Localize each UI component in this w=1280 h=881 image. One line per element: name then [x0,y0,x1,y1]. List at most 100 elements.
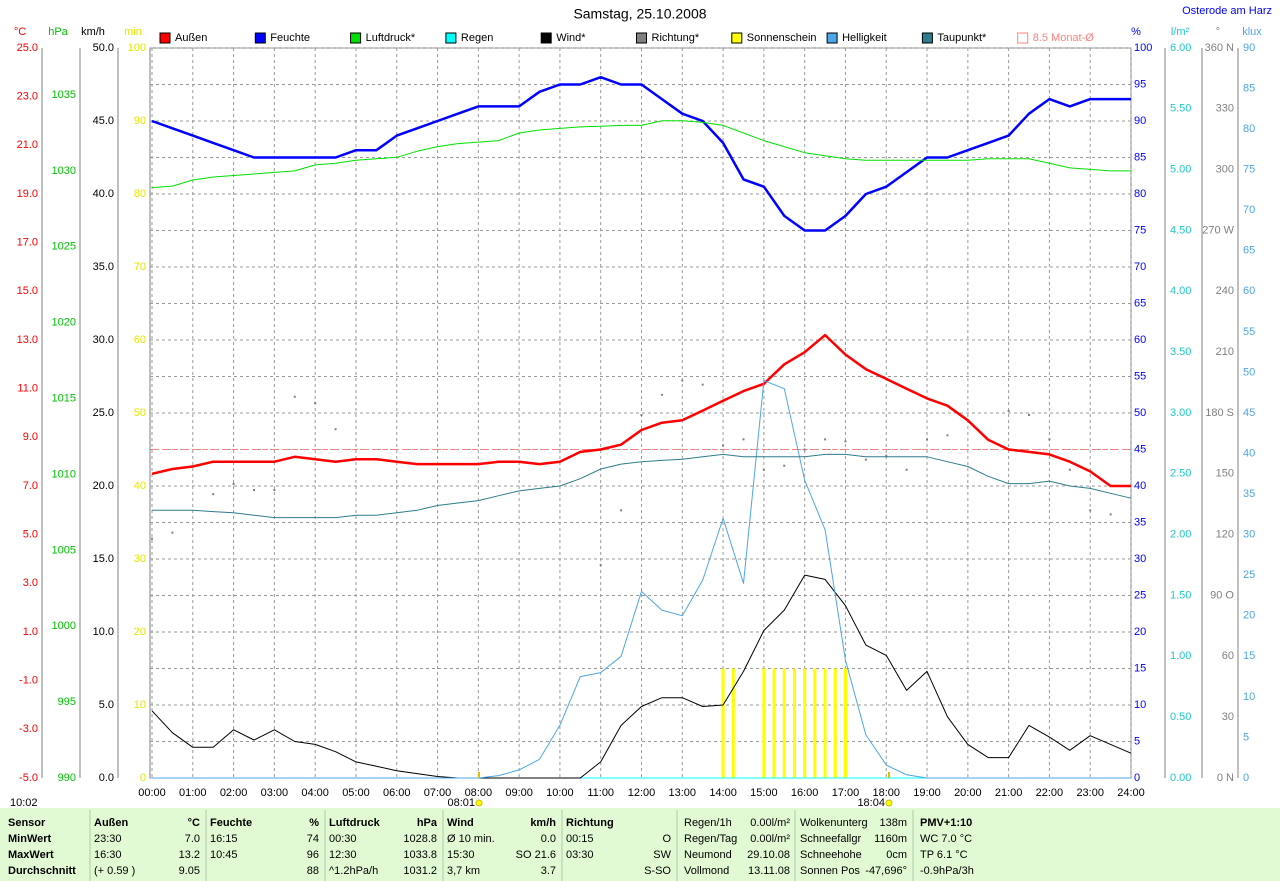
direction-dot [1048,438,1051,441]
direction-dot [803,448,806,451]
direction-dot [334,428,337,431]
info-cell: -47,696° [865,865,907,877]
x-tick-label: 04:00 [301,787,329,799]
sunshine-bar [803,668,807,778]
pmv-cell: -0.9hPa/3h [920,865,974,877]
day-length: 10:02 [10,797,38,809]
direction-dot [293,395,296,398]
sunshine-bar [833,668,837,778]
y-tick-label: 1005 [52,544,76,556]
y-tick-label: 35 [1134,516,1146,528]
direction-dot [1109,513,1112,516]
table-cell: 0.0 [541,833,556,845]
legend-swatch [826,32,838,44]
direction-dot [1007,409,1010,412]
table-cell: 15:30 [447,849,475,861]
direction-dot [151,537,153,540]
y-tick-label: 25 [1134,589,1146,601]
info-cell: 0.00l/m² [750,833,790,845]
info-cell: Neumond [684,849,732,861]
x-tick-label: 15:00 [750,787,778,799]
y-tick-label: 50 [1243,366,1255,378]
sunshine-bar [772,668,776,778]
y-tick-label: 40 [1134,480,1146,492]
table-cell: 00:30 [329,833,357,845]
y-tick-label: 5.50 [1170,103,1191,115]
y-tick-label: 20 [134,626,146,638]
group-header: km/h [530,817,556,829]
direction-dot [1068,468,1071,471]
y-tick-label: 17.0 [17,237,38,249]
y-tick-label: 15 [1243,650,1255,662]
legend-label: Regen [461,32,493,44]
direction-dot [171,531,174,534]
y-tick-label: 1010 [52,468,76,480]
direction-dot [660,393,663,396]
table-cell: 1028.8 [403,833,437,845]
legend-label: Taupunkt* [937,32,987,44]
y-tick-label: 70 [1243,204,1255,216]
y-tick-label: 60 [1134,334,1146,346]
y-tick-label: 80 [134,188,146,200]
y-tick-label: 60 [1243,285,1255,297]
direction-dot [946,434,949,437]
y-tick-label: 70 [1134,261,1146,273]
series-line [151,333,1131,488]
x-tick-label: 20:00 [954,787,982,799]
y-tick-label: 85 [1243,82,1255,94]
table-cell: 03:30 [566,849,594,861]
y-tick-label: 1030 [52,165,76,177]
annotation-label: 08:01 [447,797,475,809]
x-tick-label: 05:00 [342,787,370,799]
y-tick-label: 45 [1243,407,1255,419]
pmv-cell: PMV+1:10 [920,817,972,829]
axis-unit: °C [14,26,26,38]
y-tick-label: 25.0 [17,42,38,54]
y-tick-label: 40.0 [93,188,114,200]
y-tick-label: 4.50 [1170,224,1191,236]
direction-dot [885,454,888,457]
series-line [152,453,1132,519]
y-tick-label: 300 [1216,164,1234,176]
pmv-cell: TP 6.1 °C [920,849,968,861]
x-tick-label: 00:00 [138,787,166,799]
y-tick-label: 80 [1134,188,1146,200]
x-tick-label: 07:00 [424,787,452,799]
y-tick-label: 90 [1243,42,1255,54]
y-tick-label: 15 [1134,662,1146,674]
legend-swatch [921,32,933,44]
y-tick-label: 35.0 [93,261,114,273]
y-tick-label: 10 [1243,691,1255,703]
y-tick-label: 5.0 [99,699,114,711]
y-tick-label: 2.50 [1170,468,1191,480]
y-tick-label: 5.00 [1170,164,1191,176]
table-cell: 3,7 km [447,865,480,877]
sunshine-bar [792,668,796,778]
y-tick-label: 15.0 [93,553,114,565]
y-tick-label: 19.0 [17,188,38,200]
y-tick-label: 21.0 [17,139,38,151]
y-tick-label: 10.0 [93,626,114,638]
y-tick-label: 240 [1216,285,1234,297]
y-tick-label: 6.00 [1170,42,1191,54]
sunshine-bar [813,668,817,778]
y-tick-label: 55 [1243,326,1255,338]
table-cell: 10:45 [210,849,238,861]
y-tick-label: 1020 [52,317,76,329]
x-tick-label: 19:00 [913,787,941,799]
table-cell: 7.0 [185,833,200,845]
y-tick-label: 995 [58,696,76,708]
direction-dot [232,482,235,485]
y-tick-label: 100 [1134,42,1152,54]
info-cell: Sonnen Pos [800,865,860,877]
y-tick-label: 5 [1243,731,1249,743]
x-tick-label: 16:00 [791,787,819,799]
legend-label: Luftdruck* [366,32,416,44]
y-tick-label: 25.0 [93,407,114,419]
info-cell: 0.00l/m² [750,817,790,829]
info-cell: 138m [879,817,907,829]
row-label: Durchschnitt [8,865,76,877]
y-tick-label: 0.0 [99,772,114,784]
y-tick-label: 0 [140,772,146,784]
